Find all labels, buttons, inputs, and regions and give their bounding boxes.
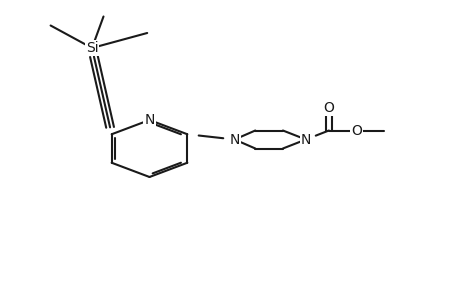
Text: N: N (229, 133, 239, 146)
Text: N: N (144, 113, 154, 127)
Text: O: O (350, 124, 361, 137)
Text: O: O (323, 101, 334, 115)
Text: N: N (300, 133, 310, 146)
Text: Si: Si (85, 41, 98, 55)
